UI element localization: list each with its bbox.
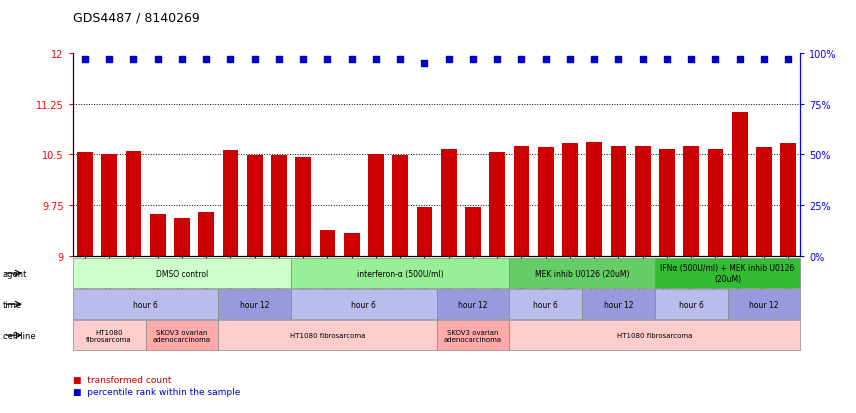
Text: hour 12: hour 12 (458, 300, 488, 309)
Bar (635, 147, 651, 256)
Bar (150, 214, 165, 256)
Point (782, 57, 795, 63)
Point (587, 57, 601, 63)
Bar (126, 152, 141, 256)
Text: IFNα (500U/ml) + MEK inhib U0126
(20uM): IFNα (500U/ml) + MEK inhib U0126 (20uM) (661, 264, 794, 283)
Text: MEK inhib U0126 (20uM): MEK inhib U0126 (20uM) (535, 269, 629, 278)
Text: time: time (3, 300, 21, 309)
Bar (514, 147, 529, 256)
Text: HT1080 fibrosarcoma: HT1080 fibrosarcoma (617, 332, 693, 338)
Point (538, 57, 552, 63)
Bar (683, 147, 699, 256)
Text: SKOV3 ovarian
adenocarcinoma: SKOV3 ovarian adenocarcinoma (444, 329, 502, 342)
Bar (465, 207, 481, 256)
Point (223, 57, 237, 63)
Text: hour 6: hour 6 (679, 300, 704, 309)
Text: HT1080 fibrosarcoma: HT1080 fibrosarcoma (289, 332, 366, 338)
Text: hour 12: hour 12 (603, 300, 633, 309)
Bar (586, 143, 602, 256)
Point (369, 57, 383, 63)
Bar (199, 212, 214, 256)
Bar (781, 143, 796, 256)
Text: interferon-α (500U/ml): interferon-α (500U/ml) (357, 269, 443, 278)
Bar (708, 150, 723, 256)
Point (611, 57, 625, 63)
Text: HT1080
fibrosarcoma: HT1080 fibrosarcoma (86, 329, 132, 342)
Bar (271, 156, 287, 256)
Point (733, 57, 746, 63)
Bar (610, 147, 627, 256)
Text: DMSO control: DMSO control (156, 269, 208, 278)
Bar (441, 150, 456, 256)
Bar (490, 152, 505, 256)
Point (272, 57, 286, 63)
Point (709, 57, 722, 63)
Bar (77, 152, 92, 256)
Bar (392, 156, 408, 256)
Point (514, 57, 528, 63)
Text: SKOV3 ovarian
adenocarcinoma: SKOV3 ovarian adenocarcinoma (153, 329, 211, 342)
Text: hour 6: hour 6 (133, 300, 158, 309)
Point (442, 57, 455, 63)
Point (660, 57, 674, 63)
Bar (659, 150, 675, 256)
Point (393, 57, 407, 63)
Bar (756, 148, 772, 256)
Text: ■  transformed count: ■ transformed count (73, 375, 171, 384)
Point (103, 57, 116, 63)
Text: hour 6: hour 6 (351, 300, 377, 309)
Text: cell line: cell line (3, 331, 35, 340)
Point (127, 57, 140, 63)
Text: hour 6: hour 6 (533, 300, 558, 309)
Text: hour 12: hour 12 (749, 300, 779, 309)
Point (199, 57, 213, 63)
Bar (732, 113, 747, 256)
Text: ■  percentile rank within the sample: ■ percentile rank within the sample (73, 387, 241, 396)
Bar (562, 143, 578, 256)
Bar (101, 155, 117, 256)
Text: GDS4487 / 8140269: GDS4487 / 8140269 (73, 12, 199, 25)
Point (757, 57, 770, 63)
Bar (295, 158, 311, 256)
Bar (344, 234, 360, 256)
Bar (319, 230, 336, 256)
Point (320, 57, 334, 63)
Text: hour 12: hour 12 (240, 300, 270, 309)
Point (345, 57, 359, 63)
Bar (538, 148, 554, 256)
Point (247, 57, 261, 63)
Bar (174, 219, 190, 256)
Bar (247, 156, 263, 256)
Point (78, 57, 92, 63)
Point (151, 57, 164, 63)
Bar (368, 155, 383, 256)
Point (296, 57, 310, 63)
Point (175, 57, 188, 63)
Point (636, 57, 650, 63)
Bar (223, 150, 238, 256)
Point (563, 57, 577, 63)
Bar (417, 207, 432, 256)
Point (490, 57, 504, 63)
Point (684, 57, 698, 63)
Point (466, 57, 479, 63)
Point (418, 61, 431, 67)
Text: agent: agent (3, 269, 27, 278)
